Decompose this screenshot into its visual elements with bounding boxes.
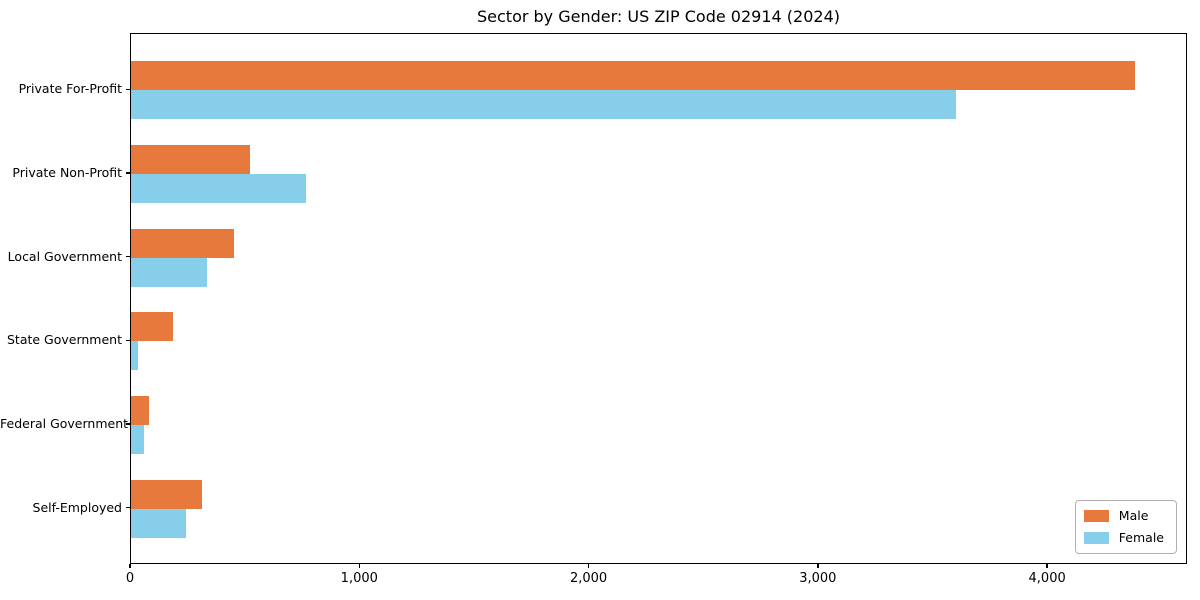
y-tick-mark bbox=[126, 423, 130, 425]
x-tick-label: 2,000 bbox=[569, 571, 608, 586]
bar-female-state-government bbox=[131, 341, 138, 371]
x-tick-label: 1,000 bbox=[340, 571, 378, 586]
y-axis-label-self-employed: Self-Employed bbox=[32, 499, 122, 515]
bar-male-local-government bbox=[131, 228, 234, 258]
legend-label-female: Female bbox=[1118, 530, 1164, 545]
y-axis-label-federal-government: Federal Government bbox=[0, 416, 129, 432]
y-tick-mark bbox=[126, 256, 130, 258]
legend-label-male: Male bbox=[1118, 508, 1149, 523]
y-axis-label-state-government: State Government bbox=[6, 332, 122, 348]
y-tick-mark bbox=[126, 339, 130, 342]
chart-title: Sector by Gender: US ZIP Code 02914 (202… bbox=[477, 7, 840, 26]
x-tick-mark bbox=[817, 564, 819, 568]
plot-area: Male Female bbox=[130, 33, 1187, 564]
bar-female-local-government bbox=[131, 257, 207, 287]
x-tick-mark bbox=[1046, 564, 1048, 568]
legend-item-female: Female bbox=[1083, 529, 1164, 547]
x-tick-mark bbox=[129, 564, 131, 568]
x-tick-label: 3,000 bbox=[799, 571, 837, 586]
x-tick-label: 4,000 bbox=[1028, 571, 1066, 586]
x-tick-mark bbox=[587, 564, 590, 568]
y-axis-label-private-for-profit: Private For-Profit bbox=[18, 81, 122, 97]
bar-male-federal-government bbox=[131, 396, 149, 426]
y-axis-label-private-non-profit: Private Non-Profit bbox=[12, 165, 122, 180]
y-axis-label-local-government: Local Government bbox=[7, 248, 122, 264]
bar-male-self-employed bbox=[131, 479, 202, 509]
legend-swatch-female bbox=[1083, 532, 1109, 544]
y-tick-mark bbox=[126, 88, 130, 90]
legend-swatch-male bbox=[1083, 510, 1109, 522]
bar-male-state-government bbox=[131, 312, 173, 342]
bar-female-self-employed bbox=[131, 508, 186, 538]
bar-female-private-non-profit bbox=[131, 174, 306, 203]
legend: Male Female bbox=[1074, 500, 1177, 554]
bar-female-federal-government bbox=[131, 425, 144, 455]
legend-item-male: Male bbox=[1083, 507, 1164, 525]
bar-male-private-non-profit bbox=[131, 145, 250, 174]
bar-male-private-for-profit bbox=[131, 61, 1135, 91]
bar-female-private-for-profit bbox=[131, 90, 956, 120]
x-tick-label: 0 bbox=[125, 571, 135, 586]
x-tick-mark bbox=[358, 564, 360, 568]
y-tick-mark bbox=[126, 507, 130, 509]
y-tick-mark bbox=[126, 172, 130, 174]
